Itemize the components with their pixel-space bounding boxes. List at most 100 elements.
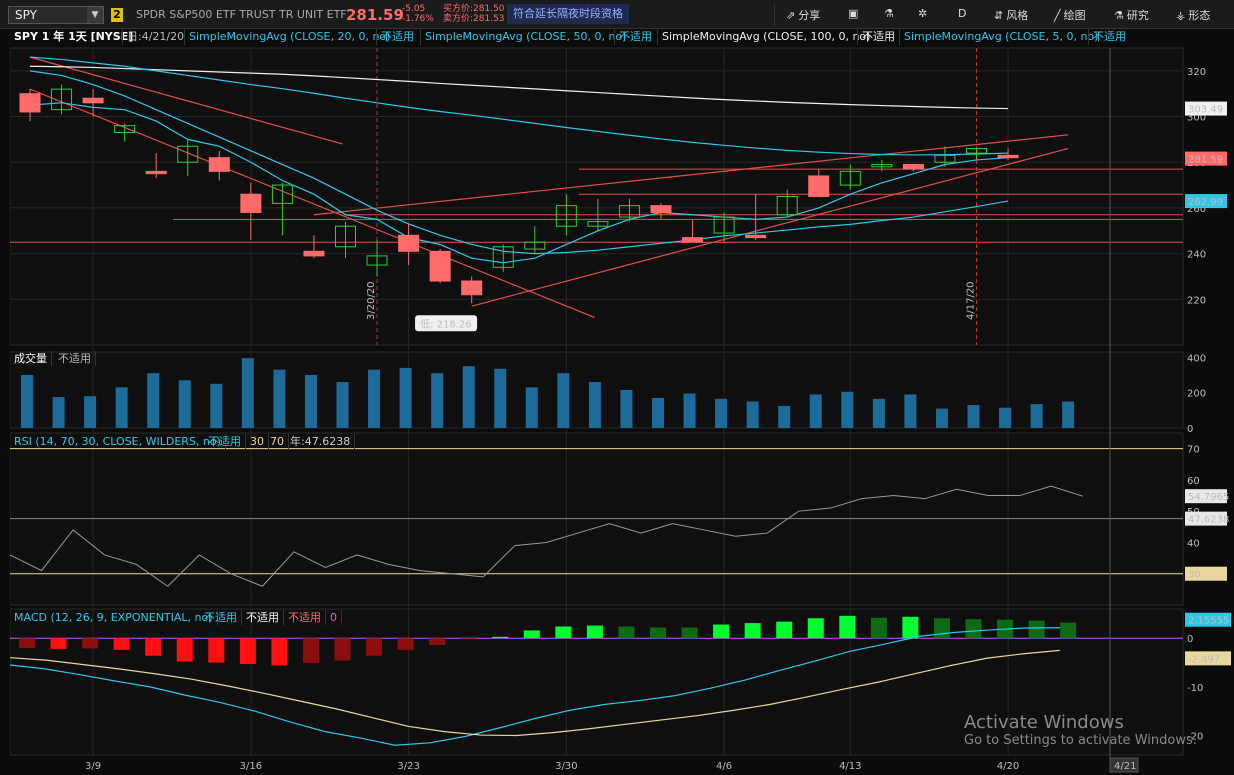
volume-bar <box>588 382 601 428</box>
candle-body <box>745 234 767 239</box>
candle-body <box>461 280 483 296</box>
macd-tick-label: -20 <box>1187 732 1203 743</box>
candle-body <box>82 97 104 104</box>
ma-sma50 <box>29 56 1009 156</box>
macd-marker-label: 2.15555 <box>1188 616 1229 627</box>
ask-value: 卖方价:281.53 <box>443 14 505 24</box>
macd-histogram-bar <box>19 638 35 648</box>
extended-hours-badge[interactable]: 符合延长隔夜时段资格 <box>507 4 629 24</box>
candle-body <box>650 205 672 213</box>
macd-histogram-bar <box>176 638 193 662</box>
macd-histogram-bar <box>271 638 288 666</box>
volume-value: 不适用 <box>54 351 96 366</box>
macd-avg-value: 不适用 <box>242 610 284 625</box>
volume-bar <box>336 382 349 428</box>
volume-bar <box>935 408 948 428</box>
price-marker-last <box>1185 151 1227 166</box>
symbol-text: SPY <box>15 8 37 22</box>
event-vline-label: 4/17/20 <box>966 281 977 320</box>
left-gutter <box>0 29 10 775</box>
low-label-box <box>415 315 478 332</box>
macd-marker-label: -2.497 <box>1188 654 1220 665</box>
rsi-title[interactable]: RSI (14, 70, 30, CLOSE, WILDERS, no) <box>10 434 226 449</box>
gear-icon: ✲ <box>918 7 928 20</box>
drawing-button[interactable]: ╱ 绘图 <box>1054 7 1086 23</box>
volume-tick-label: 200 <box>1187 389 1206 400</box>
price-marker-label: 281.59 <box>1188 155 1223 166</box>
volume-bar <box>84 396 97 428</box>
candle-body <box>366 255 388 266</box>
symbol-field[interactable]: SPY ▼ <box>8 6 104 24</box>
macd-histogram-bar <box>776 621 793 639</box>
macd-histogram-bar <box>50 638 67 649</box>
sma20-label[interactable]: SimpleMovingAvg (CLOSE, 20, 0, no) <box>184 29 394 45</box>
volume-bar <box>462 366 475 428</box>
candle-body <box>776 196 798 216</box>
volume-bar <box>304 374 317 428</box>
candle-body <box>271 184 293 204</box>
macd-histogram-bar <box>807 618 824 639</box>
rsi-oversold: 30 <box>246 434 269 449</box>
candle-body <box>335 225 356 248</box>
drawing-label: 绘图 <box>1063 9 1086 22</box>
snapshot-button[interactable]: ▣ <box>848 7 861 20</box>
patterns-button[interactable]: ⚶ 形态 <box>1176 7 1210 23</box>
price-marker-label: 303.49 <box>1188 105 1223 116</box>
studies-button[interactable]: ⚗ 研究 <box>1114 7 1149 23</box>
style-button[interactable]: ⇵ 风格 <box>994 7 1028 23</box>
volume-bar <box>431 373 444 428</box>
sma5-label[interactable]: SimpleMovingAvg (CLOSE, 5, 0, no) <box>899 29 1102 45</box>
volume-bar <box>178 380 191 428</box>
candle-body <box>398 234 420 252</box>
period-button[interactable]: D <box>958 7 966 20</box>
flask-button[interactable]: ⚗ <box>884 7 897 20</box>
x-tick-label: 3/16 <box>240 761 262 772</box>
volume-bar <box>399 367 412 428</box>
volume-bar <box>683 393 696 428</box>
ma-sma5 <box>29 102 1009 264</box>
share-button[interactable]: ⇗ 分享 <box>786 7 820 23</box>
macd-histogram-bar <box>933 618 950 639</box>
trendline-uptrend2 <box>313 134 1069 216</box>
sma20-value: 不适用 <box>376 29 418 45</box>
cursor-date-label: 4/21 <box>1114 761 1136 772</box>
candle-body <box>713 216 735 234</box>
macd-histogram-bar <box>113 638 130 650</box>
sma50-label[interactable]: SimpleMovingAvg (CLOSE, 50, 0, no) <box>420 29 630 45</box>
macd-histogram-bar <box>334 638 351 661</box>
volume-bar <box>715 398 728 428</box>
volume-bar <box>1062 401 1075 428</box>
volume-bar <box>652 397 664 428</box>
chart-date: 日:4/21/20 <box>122 29 188 45</box>
macd-histogram-bar <box>744 623 761 639</box>
price-pane-bg <box>9 47 1184 346</box>
candle-body <box>19 93 41 113</box>
camera-icon: ▣ <box>848 7 859 20</box>
macd-histogram-bar <box>239 638 256 664</box>
watermark-subtitle: Go to Settings to activate Windows. <box>964 733 1197 748</box>
change-percent: -1.76% <box>402 14 434 24</box>
sma5-value: 不适用 <box>1088 29 1130 45</box>
candle-body <box>934 154 956 163</box>
candle-body <box>902 164 924 170</box>
x-tick-label: 3/30 <box>555 761 577 772</box>
macd-title[interactable]: MACD (12, 26, 9, EXPONENTIAL, no) <box>10 610 218 625</box>
link-group-badge[interactable]: 2 <box>111 8 123 22</box>
settings-button[interactable]: ✲ <box>918 7 930 20</box>
macd-diff-value: 不适用 <box>284 610 326 625</box>
candle-body <box>871 164 893 168</box>
x-tick-label: 4/6 <box>716 761 732 772</box>
sma100-label[interactable]: SimpleMovingAvg (CLOSE, 100, 0, no) <box>657 29 874 45</box>
macd-histogram-bar <box>397 638 414 650</box>
macd-histogram-bar <box>208 638 225 663</box>
volume-bar <box>872 398 885 428</box>
rsi-marker <box>1185 566 1227 581</box>
volume-tick-label: 0 <box>1187 424 1193 435</box>
volume-bar <box>147 373 160 428</box>
candle-body <box>240 193 262 213</box>
chevron-down-icon[interactable]: ▼ <box>87 7 103 23</box>
rsi-line <box>9 485 1083 587</box>
price-marker-label: 262.99 <box>1188 197 1223 208</box>
macd-histogram-bar <box>618 626 635 639</box>
